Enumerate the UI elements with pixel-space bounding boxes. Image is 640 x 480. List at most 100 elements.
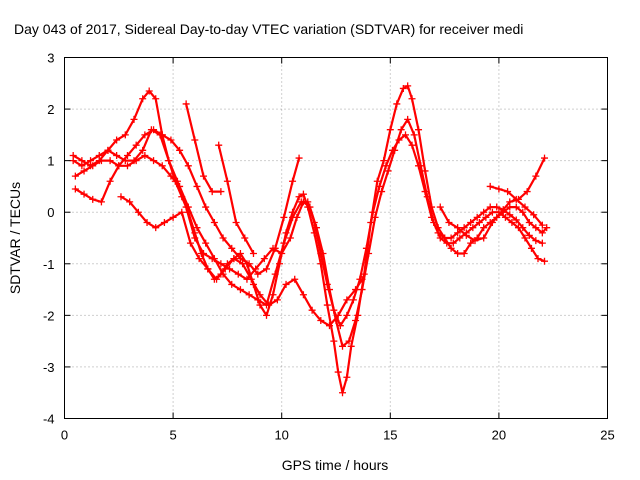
data-point <box>343 373 351 381</box>
data-point <box>538 221 546 229</box>
data-point <box>441 234 449 242</box>
data-point <box>169 213 177 221</box>
data-point <box>143 219 151 227</box>
data-point <box>204 265 212 273</box>
data-traces <box>69 82 551 397</box>
data-point <box>460 249 468 257</box>
data-point <box>434 229 442 237</box>
data-point <box>473 213 481 221</box>
data-point <box>317 249 325 257</box>
data-point <box>145 87 153 95</box>
data-point <box>495 185 503 193</box>
data-point <box>456 234 464 242</box>
data-point <box>97 198 105 206</box>
data-point <box>232 219 240 227</box>
data-point <box>193 182 201 190</box>
data-point <box>141 131 149 139</box>
data-point <box>506 198 514 206</box>
series-markers-5 <box>182 100 225 196</box>
data-point <box>386 126 394 134</box>
data-point <box>150 126 158 134</box>
data-point <box>221 265 229 273</box>
data-point <box>158 162 166 170</box>
data-point <box>393 100 401 108</box>
data-point <box>310 219 318 227</box>
data-point <box>150 157 158 165</box>
data-point <box>228 280 236 288</box>
x-tick-label: 5 <box>169 428 176 443</box>
grid <box>64 57 608 419</box>
data-point <box>380 157 388 165</box>
data-point <box>299 291 307 299</box>
data-point <box>139 146 147 154</box>
data-point <box>375 182 383 190</box>
data-point <box>345 337 353 345</box>
data-point <box>219 234 227 242</box>
data-point <box>504 188 512 196</box>
data-point <box>249 249 257 257</box>
data-point <box>512 203 520 211</box>
x-tick-label: 15 <box>383 428 397 443</box>
data-point <box>415 126 423 134</box>
data-point <box>395 136 403 144</box>
data-point <box>208 188 216 196</box>
data-point <box>106 157 114 165</box>
data-point <box>352 286 360 294</box>
data-point <box>215 141 223 149</box>
data-point <box>384 167 392 175</box>
series-markers-2 <box>71 131 546 330</box>
data-point <box>178 208 186 216</box>
data-point <box>213 275 221 283</box>
series-markers-1 <box>69 115 549 350</box>
series-markers-4 <box>117 193 366 330</box>
data-point <box>388 146 396 154</box>
data-point <box>78 162 86 170</box>
data-point <box>247 275 255 283</box>
data-point <box>152 95 160 103</box>
data-point <box>525 219 533 227</box>
data-point <box>80 190 88 198</box>
y-tick-label: -2 <box>43 308 55 323</box>
data-point <box>460 224 468 232</box>
data-point <box>541 257 549 265</box>
data-point <box>512 195 520 203</box>
data-point <box>87 157 95 165</box>
y-tick-label: -4 <box>43 412 55 427</box>
data-point <box>482 213 490 221</box>
data-point <box>408 141 416 149</box>
data-point <box>271 270 279 278</box>
data-point <box>330 337 338 345</box>
data-point <box>534 255 542 263</box>
data-point <box>256 301 264 309</box>
data-point <box>436 203 444 211</box>
series-markers-8 <box>486 182 546 229</box>
data-point <box>475 219 483 227</box>
data-point <box>193 224 201 232</box>
data-point <box>295 154 303 162</box>
data-point <box>200 172 208 180</box>
data-point <box>115 162 123 170</box>
data-point <box>336 322 344 330</box>
data-point <box>532 172 540 180</box>
data-point <box>152 224 160 232</box>
data-point <box>117 193 125 201</box>
data-point <box>217 188 225 196</box>
series-markers-6 <box>215 141 257 257</box>
data-point <box>488 208 496 216</box>
data-point <box>543 224 551 232</box>
data-point <box>469 224 477 232</box>
data-point <box>519 224 527 232</box>
data-point <box>123 151 131 159</box>
x-tick-label: 0 <box>61 428 68 443</box>
data-point <box>480 224 488 232</box>
data-point <box>184 203 192 211</box>
data-point <box>123 162 131 170</box>
data-point <box>297 198 305 206</box>
data-point <box>317 317 325 325</box>
data-point <box>121 131 129 139</box>
data-point <box>373 177 381 185</box>
data-point <box>69 157 77 165</box>
data-point <box>210 255 218 263</box>
data-point <box>506 211 514 219</box>
data-point <box>352 317 360 325</box>
